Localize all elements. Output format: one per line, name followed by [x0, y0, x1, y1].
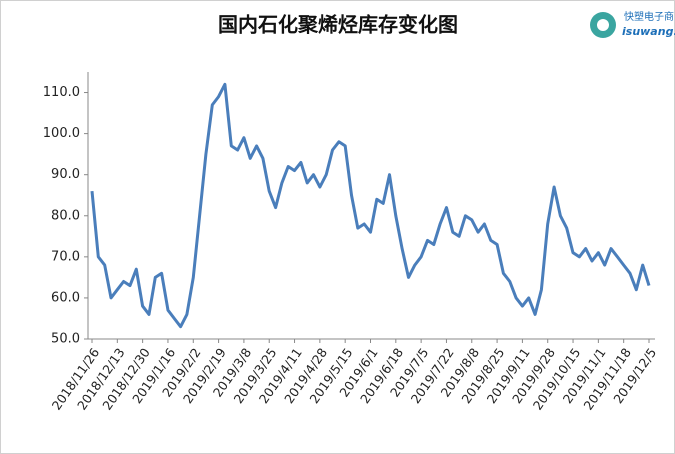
logo-icon-inner — [597, 19, 609, 31]
data-line — [90, 82, 651, 329]
y-tick-label: 80.0 — [51, 208, 80, 223]
y-tick-label: 90.0 — [51, 167, 80, 182]
y-tick-label: 50.0 — [51, 332, 80, 347]
logo-cn: 快塑电子商 — [624, 10, 674, 23]
logo: 快塑电子商 isuwang.c — [590, 10, 675, 38]
y-tick-label: 100.0 — [43, 126, 80, 141]
y-tick-label: 110.0 — [43, 85, 80, 100]
y-tick-label: 60.0 — [51, 290, 80, 305]
y-tick-label: 70.0 — [51, 249, 80, 264]
chart-title: 国内石化聚烯烃库存变化图 — [218, 13, 458, 37]
logo-en: isuwang.c — [622, 25, 675, 38]
